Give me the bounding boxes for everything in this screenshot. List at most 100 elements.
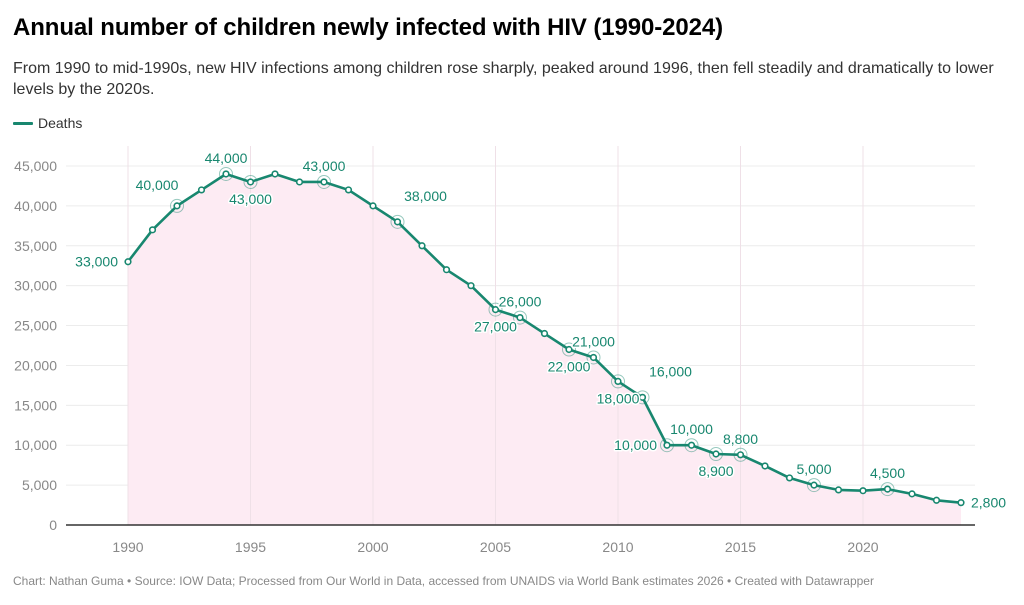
y-axis: 0 5,000 10,000 15,000 20,000 25,000 30,000 35,0…: [14, 158, 57, 533]
y-tick-label: 30,000: [14, 278, 57, 294]
data-point: [932, 496, 941, 504]
data-point: [565, 345, 573, 354]
data-label: 5,000: [796, 461, 831, 477]
highlight-ring: [243, 174, 258, 189]
highlight-ring: [219, 166, 233, 181]
data-point: [540, 329, 549, 338]
highlight-ring: [611, 374, 625, 389]
data-label: 18,000: [597, 390, 640, 406]
highlight-ring: [513, 310, 527, 325]
y-tick-label: 25,000: [14, 318, 57, 334]
data-point: [638, 393, 647, 401]
highlight-ring: [488, 302, 503, 317]
highlight-ring: [684, 438, 699, 453]
data-point: [908, 490, 916, 498]
data-point: [516, 313, 524, 322]
data-label: 10,000: [614, 437, 657, 453]
data-label: 22,000: [548, 358, 591, 374]
x-axis: 1990 1995 2000 2005 2010 2015 2020: [66, 524, 975, 555]
highlight-ring: [880, 482, 895, 497]
data-point: [761, 462, 769, 470]
data-point: [810, 481, 818, 489]
data-label: 43,000: [303, 158, 346, 174]
x-tick-label: 1990: [112, 539, 143, 555]
data-point: [344, 186, 353, 194]
data-label: 2,800: [971, 495, 1006, 511]
legend: Deaths: [13, 115, 82, 131]
highlight-ring: [660, 438, 674, 453]
data-point: [785, 474, 794, 482]
data-point: [859, 487, 867, 495]
data-label: 8,900: [698, 463, 733, 479]
x-tick-label: 2000: [357, 539, 388, 555]
data-point: [467, 282, 475, 290]
highlight-ring: [562, 342, 576, 357]
area-layer: [127, 146, 961, 525]
y-tick-label: 35,000: [14, 238, 57, 254]
x-tick-label: 2020: [847, 539, 878, 555]
data-point: [124, 258, 132, 266]
chart-subtitle: From 1990 to mid-1990s, new HIV infectio…: [13, 60, 994, 98]
data-point: [271, 170, 279, 178]
chart-title: Annual number of children newly infected…: [13, 14, 724, 41]
area-fill: [128, 173, 961, 525]
data-point: [589, 353, 598, 362]
data-point: [736, 451, 745, 459]
x-tick-label: 1995: [235, 539, 266, 555]
x-tick-label: 2005: [480, 539, 511, 555]
data-label: 40,000: [136, 177, 179, 193]
data-point: [148, 226, 157, 234]
data-point: [197, 186, 206, 194]
data-point: [712, 450, 720, 458]
highlight-ring: [317, 174, 331, 189]
data-point: [957, 499, 965, 507]
data-point: [246, 178, 255, 186]
data-label: 26,000: [499, 294, 542, 310]
data-point: [173, 202, 181, 210]
data-point: [834, 486, 843, 494]
highlight-ring: [586, 350, 601, 365]
data-point: [442, 266, 451, 274]
x-tick-label: 2010: [602, 539, 633, 555]
data-label: 38,000: [404, 188, 447, 204]
data-label: 10,000: [670, 421, 713, 437]
data-point: [222, 170, 230, 178]
y-tick-label: 10,000: [14, 437, 57, 453]
y-tick-label: 15,000: [14, 397, 57, 413]
y-tick-label: 45,000: [14, 158, 57, 174]
data-point: [369, 202, 377, 210]
data-point: [883, 485, 892, 493]
highlight-ring: [635, 390, 650, 405]
y-tick-label: 5,000: [22, 477, 57, 493]
y-tick-label: 20,000: [14, 357, 57, 373]
highlight-ring: [807, 478, 821, 493]
data-label: 4,500: [870, 465, 905, 481]
highlight-ring: [390, 214, 405, 229]
chart-footer: Chart: Nathan Guma • Source: IOW Data; P…: [13, 574, 874, 588]
data-point: [663, 441, 671, 449]
data-point: [491, 306, 500, 314]
data-label: 16,000: [649, 363, 692, 379]
data-label: 33,000: [75, 254, 118, 270]
data-label: 8,800: [723, 431, 758, 447]
highlight-ring: [170, 198, 184, 213]
data-point: [393, 218, 402, 226]
legend-line-swatch: [13, 121, 33, 125]
data-point: [320, 178, 328, 186]
data-point: [687, 441, 696, 449]
y-tick-label: 0: [49, 517, 57, 533]
data-points: [124, 166, 965, 507]
highlight-ring: [733, 447, 748, 462]
y-tick-label: 40,000: [14, 198, 57, 214]
data-labels: 33,000 40,000 44,000 43,000 43,000 38,000 27,0…: [74, 148, 1008, 512]
data-point: [614, 377, 622, 386]
legend-label: Deaths: [38, 115, 83, 131]
x-tick-label: 2015: [725, 539, 756, 555]
highlight-ring: [709, 446, 723, 461]
data-point: [295, 178, 304, 186]
data-point: [418, 242, 426, 250]
data-label: 43,000: [229, 191, 272, 207]
data-label: 44,000: [205, 150, 248, 166]
data-label: 27,000: [474, 319, 517, 335]
